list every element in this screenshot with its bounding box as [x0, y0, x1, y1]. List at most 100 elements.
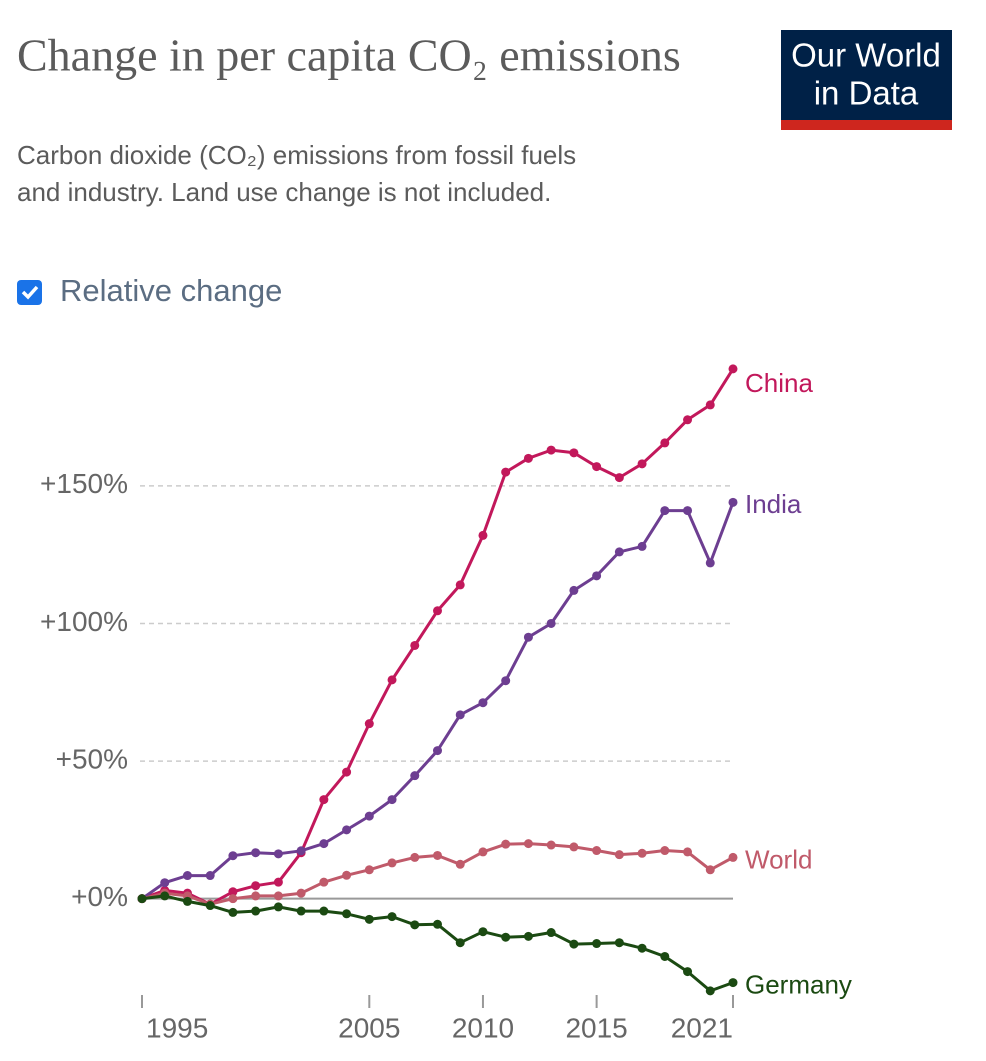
point	[387, 675, 397, 685]
point	[592, 846, 602, 856]
point	[728, 978, 738, 988]
point	[342, 909, 352, 919]
point	[523, 632, 533, 642]
point	[523, 839, 533, 849]
point	[705, 865, 715, 875]
point	[501, 467, 511, 477]
point	[478, 530, 488, 540]
point	[182, 871, 192, 881]
point	[501, 839, 511, 849]
point	[433, 606, 442, 616]
point	[228, 887, 238, 897]
point	[410, 640, 420, 650]
point	[296, 888, 306, 898]
y-tick-label: +150%	[40, 468, 128, 499]
point	[364, 914, 374, 924]
series-label: World	[745, 844, 812, 874]
toggle-label[interactable]: Relative change	[60, 273, 282, 308]
x-tick-label: 2015	[565, 1012, 627, 1043]
point	[205, 901, 215, 911]
point	[251, 906, 261, 916]
point	[273, 891, 283, 901]
point	[364, 811, 374, 821]
checkmark	[21, 285, 39, 300]
point	[614, 473, 624, 483]
x-tick-label: 2005	[338, 1012, 400, 1043]
point	[137, 894, 147, 904]
point	[614, 850, 624, 860]
point	[228, 894, 238, 904]
series-label: Germany	[745, 969, 852, 999]
point	[705, 558, 715, 568]
point	[251, 848, 261, 858]
subtitle: and industry. Land use change is not inc…	[17, 177, 551, 207]
point	[569, 448, 579, 458]
point	[614, 938, 624, 948]
point	[637, 943, 647, 953]
point	[433, 850, 442, 860]
point	[228, 907, 238, 917]
point	[387, 795, 397, 805]
subtitle: Carbon dioxide (CO₂) emissions from foss…	[17, 140, 576, 170]
logo-text: in Data	[814, 75, 919, 112]
x-tick-label: 2010	[452, 1012, 514, 1043]
point	[660, 846, 670, 856]
logo-text: Our World	[791, 37, 941, 74]
point	[569, 939, 579, 949]
point	[410, 920, 420, 930]
point	[501, 676, 511, 686]
point	[501, 932, 511, 942]
point	[660, 951, 670, 961]
point	[433, 919, 442, 929]
y-tick-label: +50%	[56, 743, 128, 774]
series-line	[141, 368, 735, 906]
point	[523, 453, 533, 463]
point	[683, 506, 693, 516]
point	[637, 541, 647, 551]
point	[569, 585, 579, 595]
point	[387, 912, 397, 922]
point	[273, 902, 283, 912]
point	[410, 852, 420, 862]
point	[614, 547, 624, 557]
point	[296, 846, 306, 856]
point	[637, 848, 647, 858]
point	[705, 400, 715, 410]
point	[319, 795, 329, 805]
point	[592, 939, 602, 949]
point	[546, 840, 556, 850]
point	[364, 719, 374, 729]
point	[683, 967, 693, 977]
point	[728, 364, 738, 374]
point	[546, 618, 556, 628]
point	[273, 849, 283, 859]
point	[592, 571, 602, 581]
series-label: India	[745, 489, 802, 519]
point	[478, 847, 488, 857]
point	[455, 580, 465, 590]
toggle[interactable]: Relative change	[17, 273, 282, 308]
point	[342, 870, 352, 880]
logo-box	[781, 30, 952, 120]
point	[683, 415, 693, 425]
point	[660, 506, 670, 516]
point	[455, 859, 465, 869]
checkbox[interactable]	[17, 280, 42, 305]
point	[455, 938, 465, 948]
point	[273, 877, 283, 887]
point	[251, 891, 261, 901]
point	[478, 698, 488, 708]
point	[705, 986, 715, 996]
point	[364, 865, 374, 875]
point	[660, 438, 670, 448]
point	[683, 847, 693, 857]
point	[160, 878, 170, 888]
point	[410, 771, 420, 781]
point	[251, 881, 261, 891]
chart-title: Change in per capita CO₂ emissions	[17, 30, 681, 81]
point	[342, 767, 352, 777]
point	[728, 852, 738, 862]
point	[478, 927, 488, 937]
point	[546, 928, 556, 938]
